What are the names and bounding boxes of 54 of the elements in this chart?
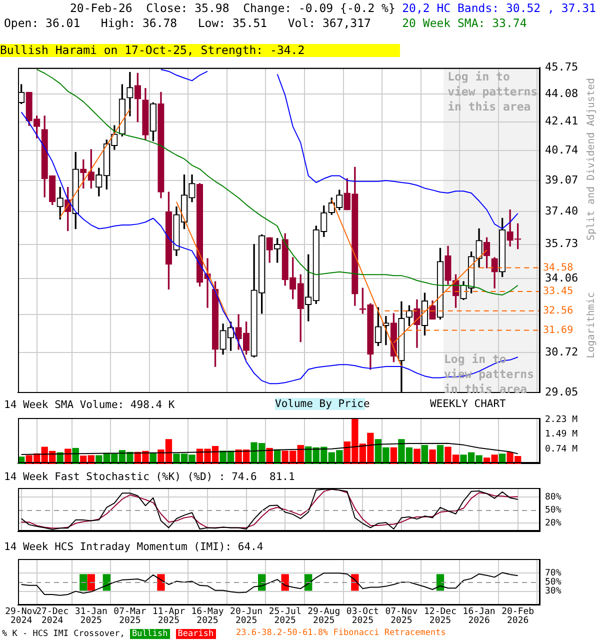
y-tick-label: 40.74	[545, 143, 578, 156]
x-tick-label: 31-Jan 2025	[74, 606, 108, 626]
x-tick-label: 29-Nov 2024	[5, 606, 38, 626]
y-tick-label: 1.49 M	[545, 430, 578, 440]
x-tick-label: 07-Mar 2025	[114, 606, 147, 626]
y-tick-label: 42.41	[545, 114, 578, 128]
y-axis-title: Split and Dividend Adjusted	[586, 78, 598, 241]
legend-title: % K - HCS IMI Crossover,	[2, 629, 126, 639]
y-tick-label: 50%	[545, 505, 562, 516]
x-tick-label: 20-Jun 2025	[230, 606, 263, 626]
text: 20,2 HC Bands: 30.52 , 37.31	[402, 1, 596, 16]
x-tick-label: 29-Aug 2025	[308, 606, 340, 626]
x-tick-label: 20-Feb 2026	[502, 606, 534, 626]
y-tick-label: 0.74 M	[545, 444, 578, 454]
annotation: 33.45	[543, 286, 574, 298]
chart-title: 14 Week SMA Volume: 498.4 K	[4, 399, 175, 412]
y-tick-label: 37.40	[545, 204, 578, 218]
chart-title: 20-Feb-26 Close: 35.98 Change: -0.09 {-0.2 %}	[70, 1, 396, 16]
text: Bullish	[130, 629, 170, 639]
y-tick-label: 29.05	[545, 385, 578, 398]
text: Bullish Harami on 17-Oct-25, Strength: -34.2	[0, 43, 400, 58]
y-tick-label: 35.73	[545, 237, 578, 250]
text: Logarithmic	[586, 292, 598, 358]
y-tick-label: 70%	[545, 568, 562, 578]
text: WEEKLY CHART	[430, 398, 506, 410]
chart-title: 14 Week Fast Stochastic (%K) (%D) : 74.6 81.1	[4, 471, 295, 484]
annotation: 34.58	[543, 262, 574, 274]
text: 20 Week SMA: 33.74	[402, 16, 528, 31]
annotation: 31.69	[543, 324, 574, 336]
x-tick-label: 07-Nov 2025	[385, 606, 418, 626]
y-tick-label: 44.08	[545, 87, 578, 100]
text: Bearish	[176, 629, 216, 639]
x-tick-label: 12-Dec 2025	[424, 606, 457, 626]
annotation: 32.56	[543, 305, 574, 316]
y-tick-label: 80%	[545, 492, 562, 502]
x-tick-label: 03-Oct 2025	[346, 606, 379, 626]
y-tick-label: 34.06	[545, 271, 578, 284]
x-tick-label: 11-Apr 2025	[152, 606, 186, 626]
x-tick-label: 16-Jan 2026	[462, 606, 496, 626]
y-tick-label: 2.23 M	[545, 415, 578, 426]
y-tick-label: 20%	[545, 518, 562, 528]
y-tick-label: 30.72	[545, 345, 578, 358]
text: Volume By Price	[275, 398, 370, 410]
band-label: Log in to view patterns in this area	[448, 69, 538, 114]
chart-subtitle: Open: 36.01 High: 36.78 Low: 35.51 Vol: 367,317	[4, 16, 371, 30]
y-tick-label: 30%	[545, 586, 562, 597]
chart-title: 14 Week HCS Intraday Momentum (IMI): 64.4	[4, 541, 264, 554]
x-tick-label: 27-Dec 2024	[36, 606, 69, 626]
x-tick-label: 16-May 2025	[191, 606, 224, 626]
text: 23.6-38.2-50-61.8% Fibonacci Retracements	[236, 628, 446, 639]
y-tick-label: 50%	[545, 578, 562, 588]
y-tick-label: 39.07	[545, 173, 578, 186]
y-tick-label: 45.75	[545, 60, 578, 74]
x-tick-label: 25-Jul 2025	[268, 606, 302, 626]
